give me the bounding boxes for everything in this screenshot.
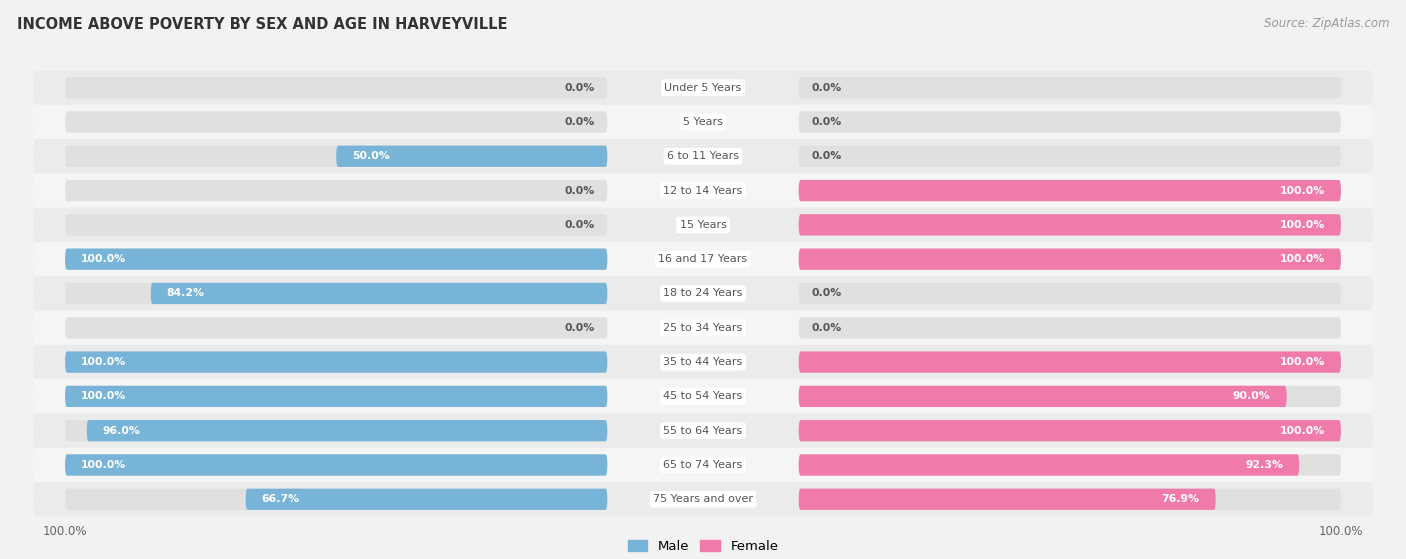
FancyBboxPatch shape xyxy=(34,208,1372,242)
FancyBboxPatch shape xyxy=(34,414,1372,448)
Text: 100.0%: 100.0% xyxy=(82,460,127,470)
Text: 0.0%: 0.0% xyxy=(564,117,595,127)
FancyBboxPatch shape xyxy=(799,420,1341,441)
FancyBboxPatch shape xyxy=(65,352,607,373)
FancyBboxPatch shape xyxy=(34,173,1372,208)
Text: 100.0%: 100.0% xyxy=(1279,186,1324,196)
Text: 76.9%: 76.9% xyxy=(1161,494,1199,504)
FancyBboxPatch shape xyxy=(34,345,1372,379)
FancyBboxPatch shape xyxy=(799,317,1341,338)
FancyBboxPatch shape xyxy=(799,249,1341,270)
FancyBboxPatch shape xyxy=(336,146,607,167)
FancyBboxPatch shape xyxy=(799,386,1286,407)
Text: 0.0%: 0.0% xyxy=(811,83,842,93)
Text: 100.0%: 100.0% xyxy=(1279,220,1324,230)
FancyBboxPatch shape xyxy=(65,214,607,235)
FancyBboxPatch shape xyxy=(65,454,607,476)
Text: 45 to 54 Years: 45 to 54 Years xyxy=(664,391,742,401)
FancyBboxPatch shape xyxy=(65,283,607,304)
FancyBboxPatch shape xyxy=(34,105,1372,139)
FancyBboxPatch shape xyxy=(799,420,1341,441)
FancyBboxPatch shape xyxy=(34,139,1372,173)
Text: 16 and 17 Years: 16 and 17 Years xyxy=(658,254,748,264)
Text: 92.3%: 92.3% xyxy=(1246,460,1284,470)
FancyBboxPatch shape xyxy=(65,146,607,167)
FancyBboxPatch shape xyxy=(799,111,1341,132)
Text: 100.0%: 100.0% xyxy=(1279,426,1324,435)
FancyBboxPatch shape xyxy=(799,352,1341,373)
Text: 12 to 14 Years: 12 to 14 Years xyxy=(664,186,742,196)
Text: 0.0%: 0.0% xyxy=(811,288,842,299)
FancyBboxPatch shape xyxy=(65,489,607,510)
Text: 96.0%: 96.0% xyxy=(103,426,141,435)
Text: 84.2%: 84.2% xyxy=(167,288,205,299)
Text: 50.0%: 50.0% xyxy=(352,151,389,161)
FancyBboxPatch shape xyxy=(799,352,1341,373)
Text: INCOME ABOVE POVERTY BY SEX AND AGE IN HARVEYVILLE: INCOME ABOVE POVERTY BY SEX AND AGE IN H… xyxy=(17,17,508,32)
FancyBboxPatch shape xyxy=(34,311,1372,345)
FancyBboxPatch shape xyxy=(65,454,607,476)
FancyBboxPatch shape xyxy=(65,352,607,373)
Text: 100.0%: 100.0% xyxy=(82,254,127,264)
Legend: Male, Female: Male, Female xyxy=(623,535,783,558)
Text: Source: ZipAtlas.com: Source: ZipAtlas.com xyxy=(1264,17,1389,30)
FancyBboxPatch shape xyxy=(65,77,607,98)
FancyBboxPatch shape xyxy=(246,489,607,510)
FancyBboxPatch shape xyxy=(34,70,1372,105)
Text: 15 Years: 15 Years xyxy=(679,220,727,230)
Text: 100.0%: 100.0% xyxy=(1279,254,1324,264)
FancyBboxPatch shape xyxy=(65,249,607,270)
Text: 25 to 34 Years: 25 to 34 Years xyxy=(664,323,742,333)
FancyBboxPatch shape xyxy=(799,454,1341,476)
FancyBboxPatch shape xyxy=(65,317,607,338)
FancyBboxPatch shape xyxy=(65,111,607,132)
FancyBboxPatch shape xyxy=(34,482,1372,517)
FancyBboxPatch shape xyxy=(65,249,607,270)
FancyBboxPatch shape xyxy=(65,420,607,441)
Text: 66.7%: 66.7% xyxy=(262,494,299,504)
Text: 65 to 74 Years: 65 to 74 Years xyxy=(664,460,742,470)
Text: 100.0%: 100.0% xyxy=(1279,357,1324,367)
FancyBboxPatch shape xyxy=(799,180,1341,201)
FancyBboxPatch shape xyxy=(65,386,607,407)
FancyBboxPatch shape xyxy=(799,489,1341,510)
Text: 0.0%: 0.0% xyxy=(564,220,595,230)
FancyBboxPatch shape xyxy=(34,242,1372,276)
Text: 0.0%: 0.0% xyxy=(811,117,842,127)
FancyBboxPatch shape xyxy=(799,180,1341,201)
FancyBboxPatch shape xyxy=(799,489,1216,510)
FancyBboxPatch shape xyxy=(65,180,607,201)
Text: 0.0%: 0.0% xyxy=(811,151,842,161)
Text: 100.0%: 100.0% xyxy=(82,391,127,401)
FancyBboxPatch shape xyxy=(799,386,1341,407)
Text: 18 to 24 Years: 18 to 24 Years xyxy=(664,288,742,299)
Text: 0.0%: 0.0% xyxy=(564,186,595,196)
FancyBboxPatch shape xyxy=(150,283,607,304)
Text: 0.0%: 0.0% xyxy=(811,323,842,333)
Text: 0.0%: 0.0% xyxy=(564,83,595,93)
FancyBboxPatch shape xyxy=(34,379,1372,414)
Text: 100.0%: 100.0% xyxy=(82,357,127,367)
Text: Under 5 Years: Under 5 Years xyxy=(665,83,741,93)
Text: 5 Years: 5 Years xyxy=(683,117,723,127)
FancyBboxPatch shape xyxy=(799,77,1341,98)
FancyBboxPatch shape xyxy=(799,283,1341,304)
Text: 90.0%: 90.0% xyxy=(1233,391,1271,401)
Text: 35 to 44 Years: 35 to 44 Years xyxy=(664,357,742,367)
FancyBboxPatch shape xyxy=(34,276,1372,311)
FancyBboxPatch shape xyxy=(799,214,1341,235)
FancyBboxPatch shape xyxy=(799,249,1341,270)
Text: 75 Years and over: 75 Years and over xyxy=(652,494,754,504)
FancyBboxPatch shape xyxy=(799,454,1299,476)
FancyBboxPatch shape xyxy=(34,448,1372,482)
Text: 55 to 64 Years: 55 to 64 Years xyxy=(664,426,742,435)
FancyBboxPatch shape xyxy=(65,386,607,407)
FancyBboxPatch shape xyxy=(799,214,1341,235)
Text: 0.0%: 0.0% xyxy=(564,323,595,333)
Text: 6 to 11 Years: 6 to 11 Years xyxy=(666,151,740,161)
FancyBboxPatch shape xyxy=(799,146,1341,167)
FancyBboxPatch shape xyxy=(87,420,607,441)
